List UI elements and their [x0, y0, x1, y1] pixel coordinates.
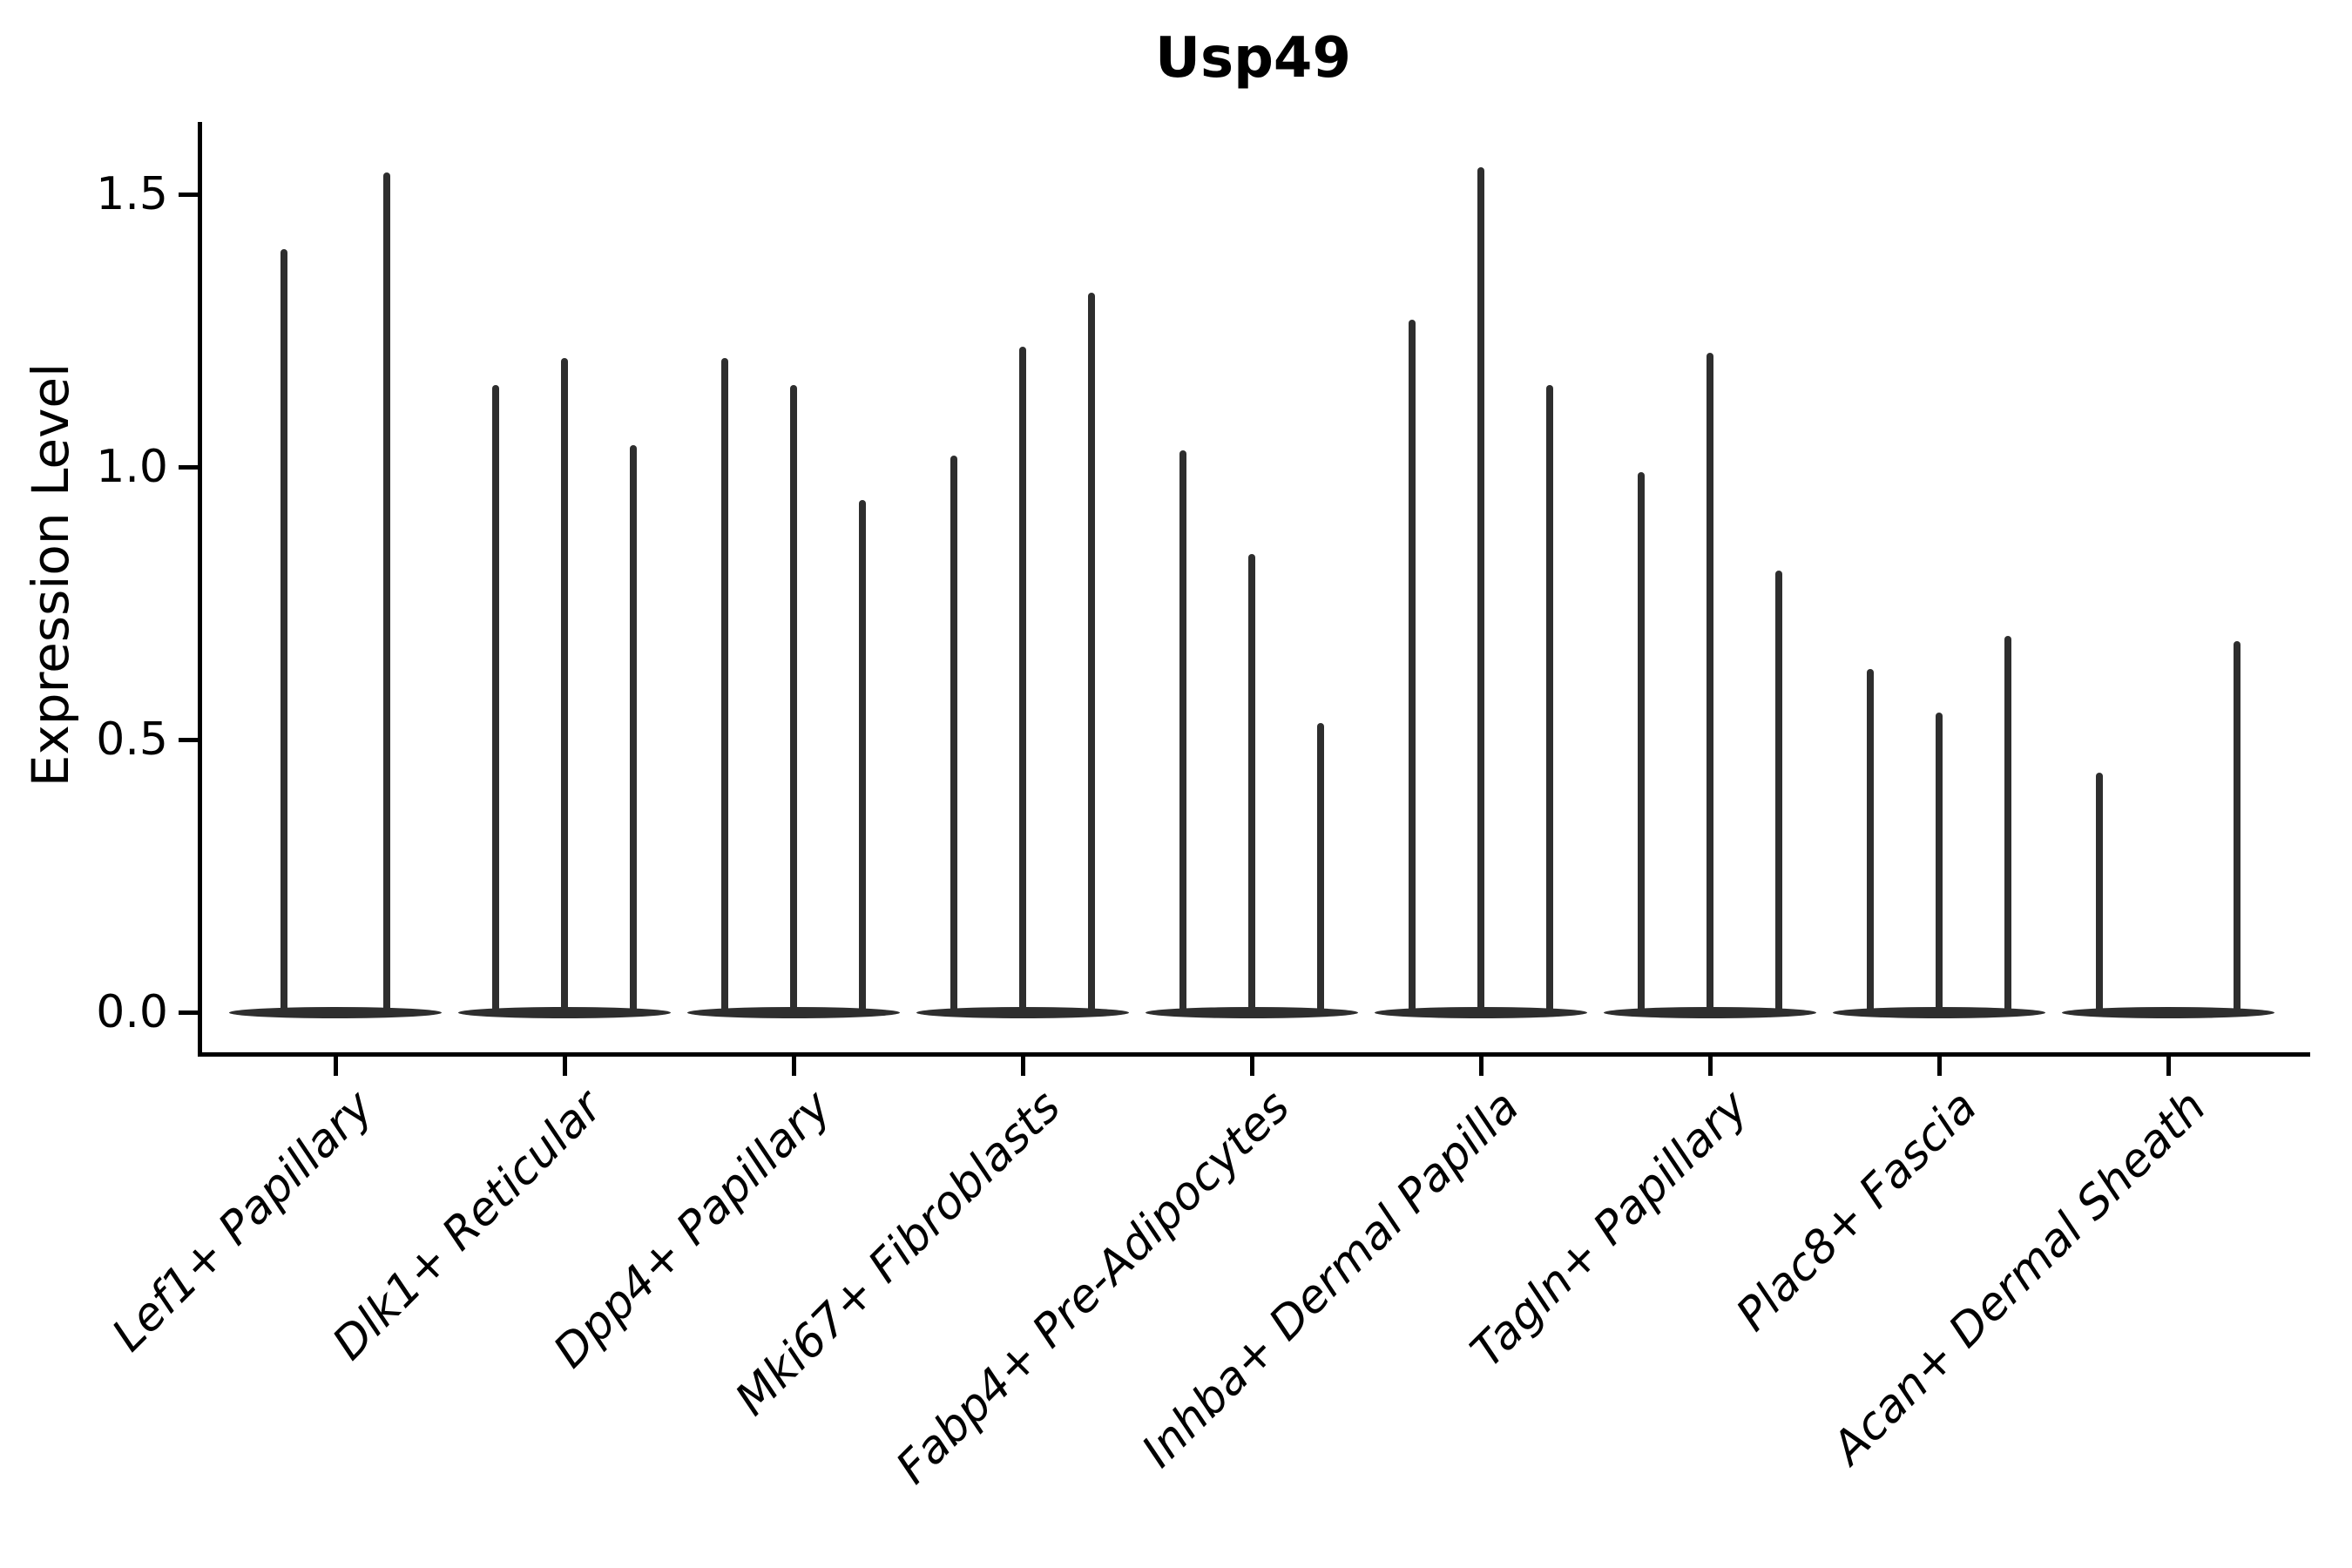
violin-spike [1179, 450, 1187, 1015]
x-tick-label: Fabp4+ Pre-Adipocytes [886, 1080, 1301, 1495]
y-tick-mark [179, 192, 198, 197]
violin-spike [2234, 641, 2241, 1015]
violin-base [229, 1006, 442, 1018]
violin-spike [1936, 712, 1943, 1015]
violin-spike [950, 456, 958, 1015]
y-axis-label: Expression Level [21, 362, 80, 787]
violin-spike [721, 357, 729, 1015]
x-tick-mark [562, 1057, 567, 1076]
y-tick-mark [179, 1010, 198, 1015]
y-tick-label: 1.5 [96, 168, 168, 220]
x-tick-mark [1707, 1057, 1713, 1076]
violin-spike [790, 385, 798, 1015]
x-tick-mark [1249, 1057, 1254, 1076]
x-tick-mark [791, 1057, 796, 1076]
violin-spike [492, 385, 500, 1015]
violin-spike [630, 444, 638, 1015]
violin-spike [1867, 668, 1875, 1015]
violin-spike [383, 172, 390, 1015]
violin-spike [1546, 385, 1554, 1015]
y-tick-label: 1.0 [96, 441, 168, 493]
chart-title: Usp49 [1155, 26, 1351, 91]
violin-spike [561, 357, 569, 1015]
x-tick-mark [2166, 1057, 2171, 1076]
x-tick-label: Inhba+ Dermal Papilla [1132, 1080, 1530, 1478]
violin-spike [1707, 352, 1714, 1015]
violin-spike [1317, 723, 1325, 1015]
y-axis-spine [198, 122, 202, 1056]
x-tick-mark [1936, 1057, 1942, 1076]
violin-spike [859, 499, 867, 1015]
x-axis-spine [198, 1052, 2310, 1057]
y-tick-label: 0.5 [96, 713, 168, 766]
violin-spike [1409, 319, 1416, 1015]
x-tick-mark [333, 1057, 338, 1076]
violin-spike [1638, 472, 1646, 1015]
y-tick-mark [179, 737, 198, 742]
violin-spike [1775, 570, 1783, 1015]
x-tick-label: Acan+ Dermal Sheath [1822, 1080, 2217, 1475]
y-tick-label: 0.0 [96, 986, 168, 1038]
violin-spike [1477, 166, 1485, 1015]
x-tick-label: Plac8+ Fascia [1727, 1080, 1988, 1342]
violin-spike [2096, 772, 2104, 1015]
violin-spike [1248, 554, 1256, 1015]
x-tick-mark [1020, 1057, 1025, 1076]
x-tick-mark [1478, 1057, 1484, 1076]
violin-base [2062, 1006, 2275, 1018]
violin-spike [280, 248, 287, 1015]
violin-spike [1019, 347, 1027, 1015]
y-tick-mark [179, 464, 198, 470]
violin-spike [1088, 292, 1096, 1015]
violin-spike [2004, 636, 2012, 1015]
